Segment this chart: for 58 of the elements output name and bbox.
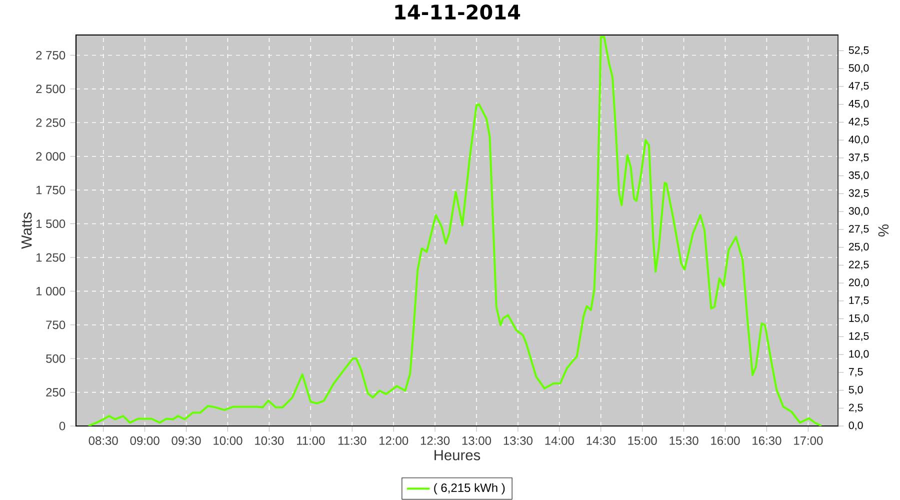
y-tick-label: 2 500 [36,84,66,94]
y2-tick-label: 45,0 [848,100,869,109]
x-tick-label: 13:00 [462,436,492,445]
y2-tick-label: 5,0 [848,386,863,395]
x-tick-label: 11:30 [338,436,366,445]
x-tick-label: 15:30 [670,436,698,445]
y2-tick-label: 35,0 [848,171,869,180]
y2-tick-label: 20,0 [848,278,869,288]
y2-tick-label: 10,0 [849,350,869,359]
y2-tick-label: 12,5 [849,332,869,342]
chart-title: 14-11-2014 [395,4,520,20]
x-tick-label: 15:00 [628,436,657,445]
y2-tick-label: 27,5 [848,225,869,234]
y-tick-label: 1 500 [36,220,66,228]
x-tick-label: 09:30 [172,436,201,445]
y2-tick-label: 50,0 [848,64,869,73]
y2-tick-label: 32,5 [848,189,869,198]
x-tick-label: 16:30 [752,436,782,445]
y2-tick-label: 0,0 [848,422,863,430]
x-tick-label: 11:00 [297,436,325,445]
legend-label: ( 6,215 kWh ) [434,483,505,494]
y2-tick-label: 15,0 [849,314,869,324]
y2-tick-label: 22,5 [848,260,869,270]
x-tick-label: 10:30 [255,436,284,445]
y-tick-label: 1 750 [36,186,66,194]
y-tick-label: 250 [46,388,66,397]
y-tick-label: 2 000 [36,152,66,161]
y-tick-label: 500 [46,354,66,363]
y-axis-title: Watts [22,212,32,249]
y2-tick-label: 40,0 [848,136,869,144]
x-tick-label: 09:00 [130,436,160,445]
x-tick-label: 16:00 [711,436,740,445]
x-tick-label: 08:30 [88,436,118,445]
x-tick-label: 12:30 [420,436,450,445]
x-axis-title: Heures [434,450,480,460]
y-tick-label: 2 750 [36,50,66,60]
y2-tick-label: 2,5 [848,404,863,413]
x-tick-label: 14:30 [586,436,616,445]
x-tick-label: 12:00 [379,436,408,445]
y-tick-label: 750 [46,320,66,330]
x-tick-label: 13:30 [504,436,532,445]
line-series [87,36,822,426]
y2-tick-label: 42,5 [848,118,869,127]
y2-tick-label: 37,5 [848,154,869,162]
y-tick-label: 0 [59,422,66,430]
x-tick-label: 17:00 [794,436,823,445]
y2-tick-label: 25,0 [848,242,869,252]
x-tick-label: 10:00 [214,436,242,445]
y2-tick-label: 7,5 [848,368,863,377]
y2-tick-label: 17,5 [849,296,869,306]
x-tick-label: 14:00 [545,436,574,445]
y2-tick-label: 30,0 [848,207,869,216]
y-tick-label: 1 000 [36,286,66,296]
y2-axis-title: % [878,224,889,236]
y-tick-label: 2 250 [36,118,66,127]
y2-tick-label: 52,5 [848,46,869,56]
y-tick-label: 1 250 [36,253,66,262]
y2-tick-label: 47,5 [848,82,869,91]
